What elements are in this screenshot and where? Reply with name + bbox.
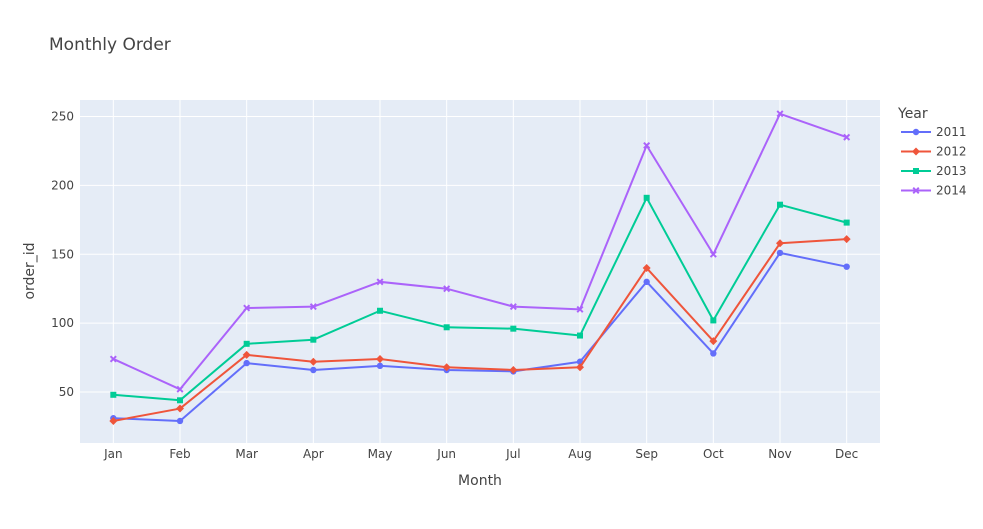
data-point-2013-May xyxy=(377,307,383,314)
data-point-2012-Oct xyxy=(709,337,718,346)
data-point-2011-Oct xyxy=(710,350,717,357)
x-tick-label: Apr xyxy=(303,447,324,461)
x-tick-label: Feb xyxy=(169,447,190,461)
data-point-2011-Nov xyxy=(776,249,784,257)
data-point-2014-Dec xyxy=(843,133,851,141)
legend-label: 2012 xyxy=(936,145,967,159)
x-tick-label: Mar xyxy=(235,447,258,461)
data-point-2012-Sep xyxy=(642,264,651,273)
data-point-2012-Feb xyxy=(176,404,184,413)
data-point-2013-Jan xyxy=(110,391,117,398)
data-point-2013-Nov xyxy=(777,201,783,208)
x-tick-label: May xyxy=(368,447,393,461)
data-point-2012-Mar xyxy=(242,350,251,359)
chart-title: Monthly Order xyxy=(49,35,171,55)
grid-lines xyxy=(80,100,880,443)
data-point-2013-Apr xyxy=(310,336,317,343)
x-tick-label: Jan xyxy=(103,447,123,461)
series-line-2013 xyxy=(113,196,847,402)
series-line-2014 xyxy=(112,112,848,391)
legend-swatch-marker xyxy=(913,168,919,174)
legend-swatch-marker xyxy=(912,147,920,156)
data-point-2011-May xyxy=(376,362,384,370)
data-point-2012-May xyxy=(376,354,384,363)
y-tick-label: 150 xyxy=(51,247,74,261)
series-line-2011 xyxy=(113,251,847,422)
data-point-2011-Dec xyxy=(843,263,850,270)
x-tick-label: Jun xyxy=(436,447,456,461)
x-tick-label: Aug xyxy=(568,447,591,461)
data-point-2012-Dec xyxy=(842,235,851,244)
x-tick-label: Dec xyxy=(835,447,858,461)
data-point-2014-Apr xyxy=(309,303,317,311)
data-point-2014-May xyxy=(376,278,384,286)
y-tick-label: 100 xyxy=(51,316,74,330)
data-point-2011-Sep xyxy=(643,278,650,286)
data-point-2013-Jun xyxy=(443,324,450,331)
data-point-2012-Apr xyxy=(309,357,318,366)
data-point-2012-Jul xyxy=(509,365,518,374)
series-2011 xyxy=(110,249,850,425)
data-point-2013-Dec xyxy=(843,219,850,226)
data-point-2013-Oct xyxy=(710,317,717,324)
data-point-2012-Nov xyxy=(776,239,784,248)
data-point-2013-Aug xyxy=(577,332,583,339)
legend-item-2011[interactable]: 2011 xyxy=(901,125,967,139)
data-point-2011-Feb xyxy=(176,417,184,425)
data-point-2012-Aug xyxy=(576,363,584,372)
data-point-2013-Feb xyxy=(177,397,183,404)
data-point-2014-Sep xyxy=(643,141,651,149)
legend-swatch-marker xyxy=(912,187,920,194)
series-lines xyxy=(109,110,851,425)
data-point-2012-Jun xyxy=(442,363,451,372)
x-tick-labels: Jan Feb Mar Apr May Jun Jul Aug Sep Oct Nov Dec xyxy=(103,447,858,461)
y-tick-label: 250 xyxy=(51,110,74,124)
legend-item-2014[interactable]: 2014 xyxy=(901,184,967,198)
data-point-2011-Mar xyxy=(243,359,250,367)
x-tick-label: Jul xyxy=(505,447,520,461)
x-tick-label: Oct xyxy=(703,447,724,461)
legend-item-2013[interactable]: 2013 xyxy=(901,164,967,178)
data-point-2012-Jan xyxy=(109,416,118,425)
legend-label: 2014 xyxy=(936,184,967,198)
y-tick-label: 50 xyxy=(59,385,74,399)
data-point-2014-Feb xyxy=(176,385,184,393)
data-point-2014-Jun xyxy=(443,285,451,293)
data-point-2014-Oct xyxy=(709,250,717,258)
data-point-2014-Jan xyxy=(109,355,117,363)
legend-items: 2011 2012 2013 2014 xyxy=(901,125,967,198)
x-tick-label: Nov xyxy=(768,447,791,461)
data-point-2014-Jul xyxy=(509,303,517,311)
series-2014 xyxy=(109,110,851,393)
y-tick-label: 200 xyxy=(51,178,74,192)
series-2012 xyxy=(109,235,851,425)
series-line-2012 xyxy=(113,238,847,422)
x-axis-title: Month xyxy=(458,473,502,489)
y-tick-labels: 50 100 150 200 250 xyxy=(51,110,74,400)
legend-title: Year xyxy=(897,106,928,122)
legend-label: 2013 xyxy=(936,164,967,178)
legend: Year 2011 2012 2013 2014 xyxy=(897,106,967,198)
data-point-2014-Aug xyxy=(576,305,584,313)
y-axis-title: order_id xyxy=(22,242,38,299)
legend-swatch-marker xyxy=(912,128,920,136)
data-point-2013-Mar xyxy=(243,340,250,347)
data-point-2013-Jul xyxy=(510,325,517,332)
data-point-2013-Sep xyxy=(643,194,650,201)
data-point-2011-Apr xyxy=(310,366,317,374)
plot-area xyxy=(80,100,880,443)
x-tick-label: Sep xyxy=(635,447,658,461)
legend-item-2012[interactable]: 2012 xyxy=(901,145,967,159)
series-2013 xyxy=(110,194,850,404)
data-point-2014-Mar xyxy=(243,304,251,312)
legend-label: 2011 xyxy=(936,125,967,139)
data-point-2014-Nov xyxy=(776,110,784,118)
